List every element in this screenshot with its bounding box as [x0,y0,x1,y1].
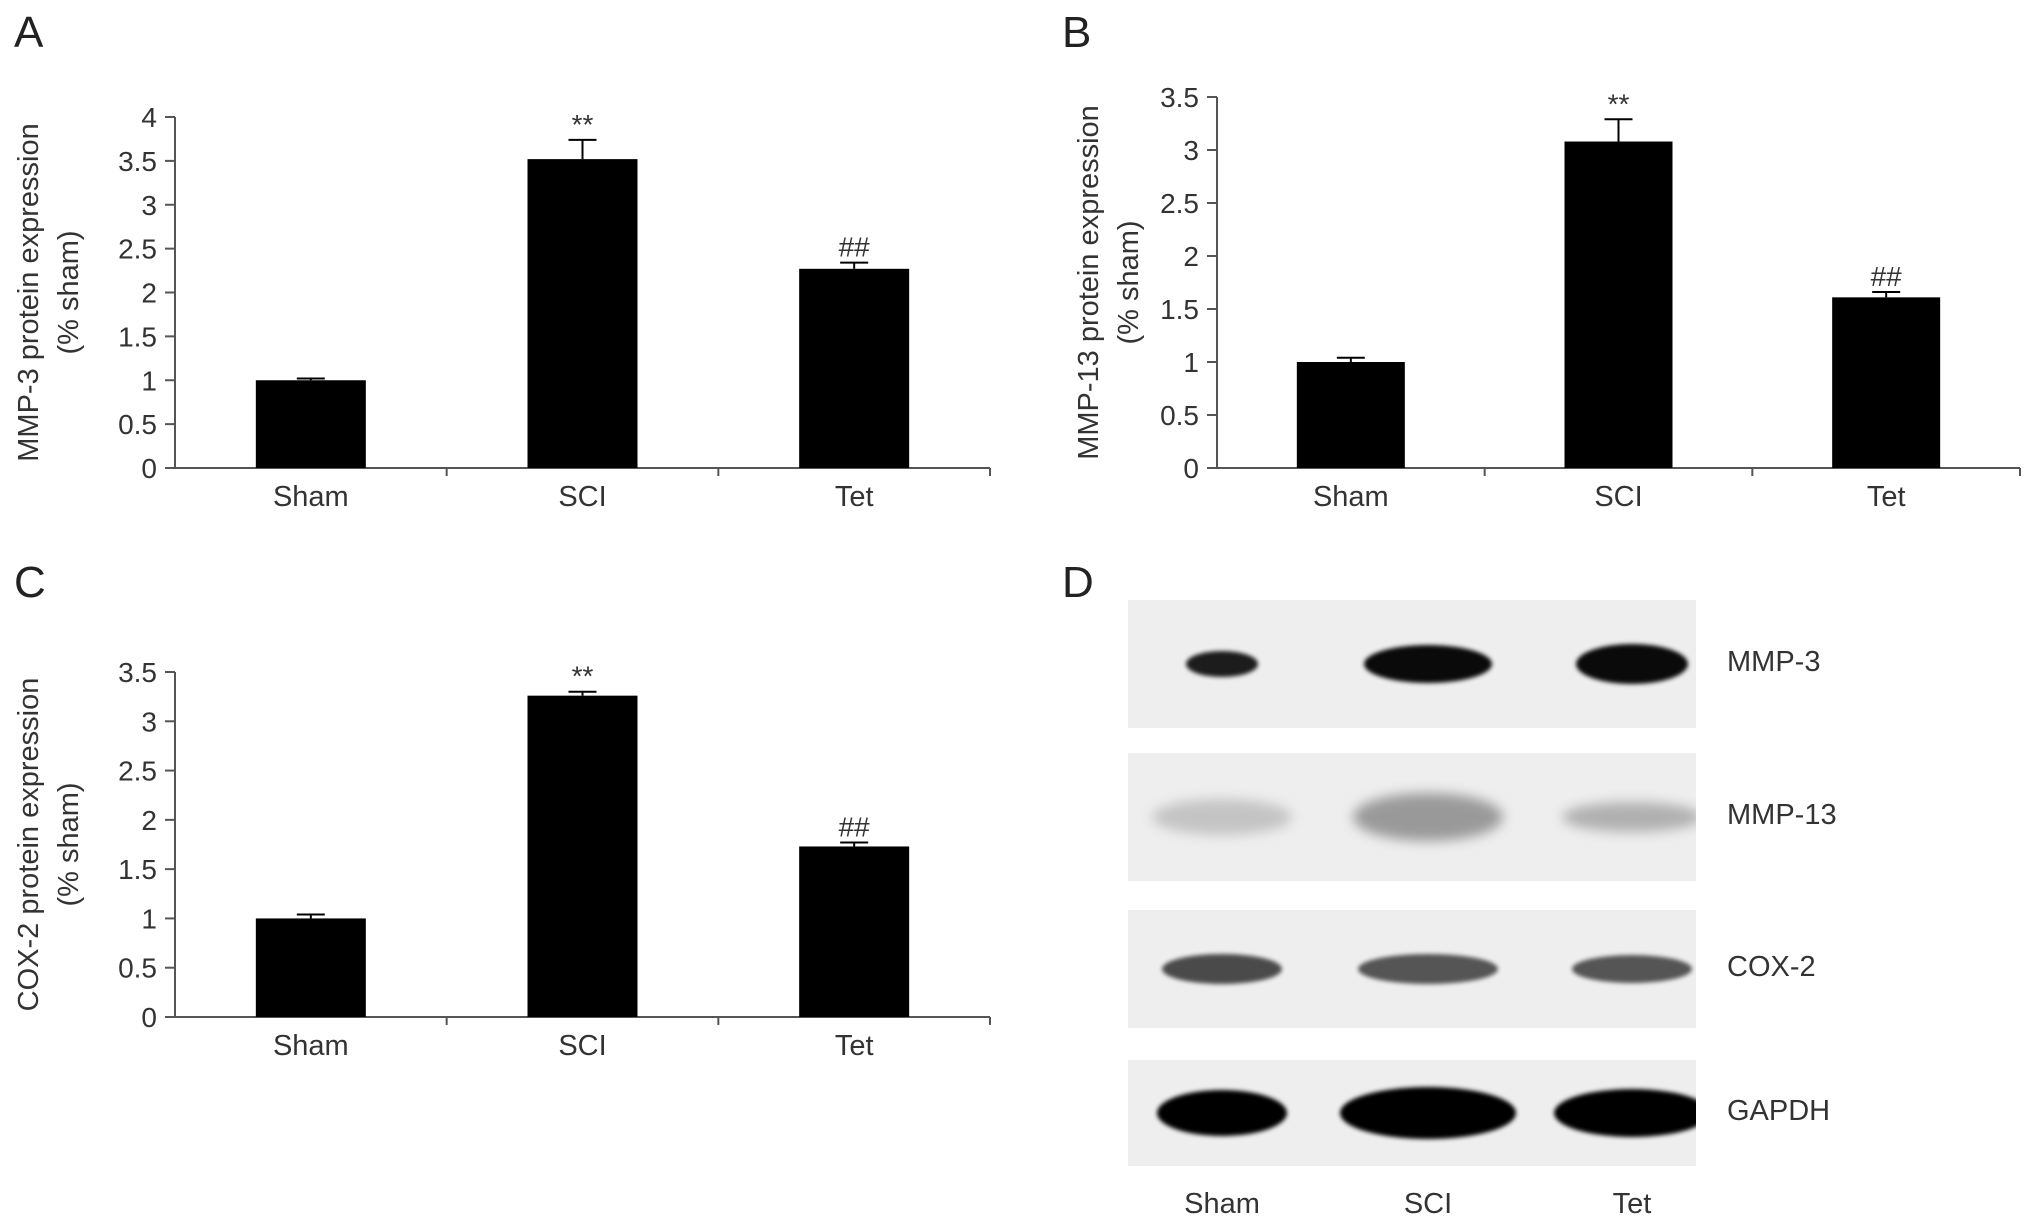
blot-row-label: MMP-13 [1727,799,1837,831]
y-tick-label: 1.5 [118,854,157,885]
blot-strip-gapdh [1128,1060,1696,1166]
y-tick-label: 3 [141,706,157,737]
panel-letter-d: D [1062,558,1094,607]
y-tick-label: 2 [141,278,157,309]
significance-marker: ** [1608,88,1630,119]
y-tick-label: 0.5 [118,953,157,984]
error-bar-sham [1336,356,1365,362]
bar-tet [1832,297,1941,468]
blot-band [1353,793,1503,841]
y-tick-label: 3 [1183,135,1199,166]
y-tick-label: 3.5 [118,657,157,688]
bar-sci [527,159,638,468]
blot-band [1162,954,1282,984]
blot-strip-mmp-3 [1128,600,1696,728]
y-tick-label: 2.5 [118,234,157,265]
error-bar-sham [296,377,325,381]
blot-band [1554,1089,1696,1137]
y-tick-label: 1 [141,903,157,934]
blot-band [1572,955,1692,983]
y-tick-label: 0 [141,453,157,484]
blot-row-label: GAPDH [1727,1095,1831,1127]
error-bar-tet [840,261,869,269]
y-axis-subtitle: (% sham) [53,782,85,906]
y-tick-label: 3.5 [1160,82,1199,113]
error-bar-sci [568,690,597,696]
y-tick-label: 4 [141,102,157,133]
chart-panel-a: 0 0.5 1 1.5 2 2.5 3 3.5 4 Sham ** SCI ## Tet MMP-3 pro… [13,102,991,513]
significance-marker: ## [839,232,871,263]
y-tick-label: 3.5 [118,146,157,177]
blot-strip-mmp-13 [1128,753,1696,881]
bar-sham [1296,362,1405,468]
x-tick-label: Sham [273,1030,349,1062]
y-tick-label: 0 [1183,453,1199,484]
y-axis-title: MMP-3 protein expression [13,123,45,461]
blot-row-label: COX-2 [1727,951,1816,983]
significance-marker: ** [572,109,594,140]
blot-strip-cox-2 [1128,910,1696,1028]
x-tick-label: SCI [558,1030,606,1062]
y-tick-label: 1.5 [1160,294,1199,325]
significance-marker: ** [572,661,594,692]
y-tick-label: 2.5 [118,756,157,787]
y-tick-label: 1.5 [118,321,157,352]
bar-tet [799,846,910,1017]
chart-panel-c: 0 0.5 1 1.5 2 2.5 3 3.5 Sham ** SCI ## Tet COX-2 prot… [13,657,991,1062]
error-bar-sci [1604,118,1633,142]
blot-row-label: MMP-3 [1727,646,1821,678]
x-tick-label: Tet [835,1030,874,1062]
panel-letter-b: B [1062,8,1092,57]
error-bar-tet [840,841,869,847]
panel-letter-a: A [14,8,44,57]
significance-marker: ## [1871,261,1903,292]
blot-lane-label: Sham [1184,1188,1260,1220]
blot-band [1152,799,1292,835]
blot-lane-label: Tet [1612,1188,1652,1220]
x-tick-label: Tet [835,481,874,513]
error-bar-sham [296,913,325,919]
y-axis-title: COX-2 protein expression [13,678,45,1012]
bar-tet [799,268,910,468]
y-tick-label: 2.5 [1160,188,1199,219]
error-bar-sci [568,138,597,160]
y-axis-subtitle: (% sham) [53,230,85,354]
y-tick-label: 1 [141,365,157,396]
y-tick-label: 2 [141,805,157,836]
chart-panel-b: 0 0.5 1 1.5 2 2.5 3 3.5 Sham ** SCI ## Tet MMP-13 pro… [1073,82,2021,513]
blot-band [1340,1087,1516,1139]
y-tick-label: 3 [141,190,157,221]
y-tick-label: 0 [141,1002,157,1033]
y-tick-label: 1 [1183,347,1199,378]
blot-band [1157,1090,1287,1136]
x-tick-label: Sham [273,481,349,513]
blot-lane-label: SCI [1403,1188,1453,1220]
x-tick-label: Sham [1313,481,1389,513]
bar-sham [255,918,366,1017]
y-tick-label: 2 [1183,241,1199,272]
y-axis-subtitle: (% sham) [1113,220,1145,344]
error-bar-tet [1872,291,1901,298]
significance-marker: ## [839,812,871,843]
blot-band [1358,954,1498,984]
x-tick-label: SCI [1594,481,1642,513]
bar-sci [527,695,638,1017]
blot-band [1576,644,1688,684]
blot-band [1364,645,1492,683]
x-tick-label: SCI [558,481,606,513]
x-tick-label: Tet [1867,481,1906,513]
panel-letter-c: C [14,558,46,607]
y-tick-label: 0.5 [118,409,157,440]
bar-sci [1564,141,1673,468]
y-tick-label: 0.5 [1160,400,1199,431]
blot-band [1562,802,1696,832]
y-axis-title: MMP-13 protein expression [1073,105,1105,460]
bar-sham [255,380,366,468]
blot-band [1186,651,1258,677]
